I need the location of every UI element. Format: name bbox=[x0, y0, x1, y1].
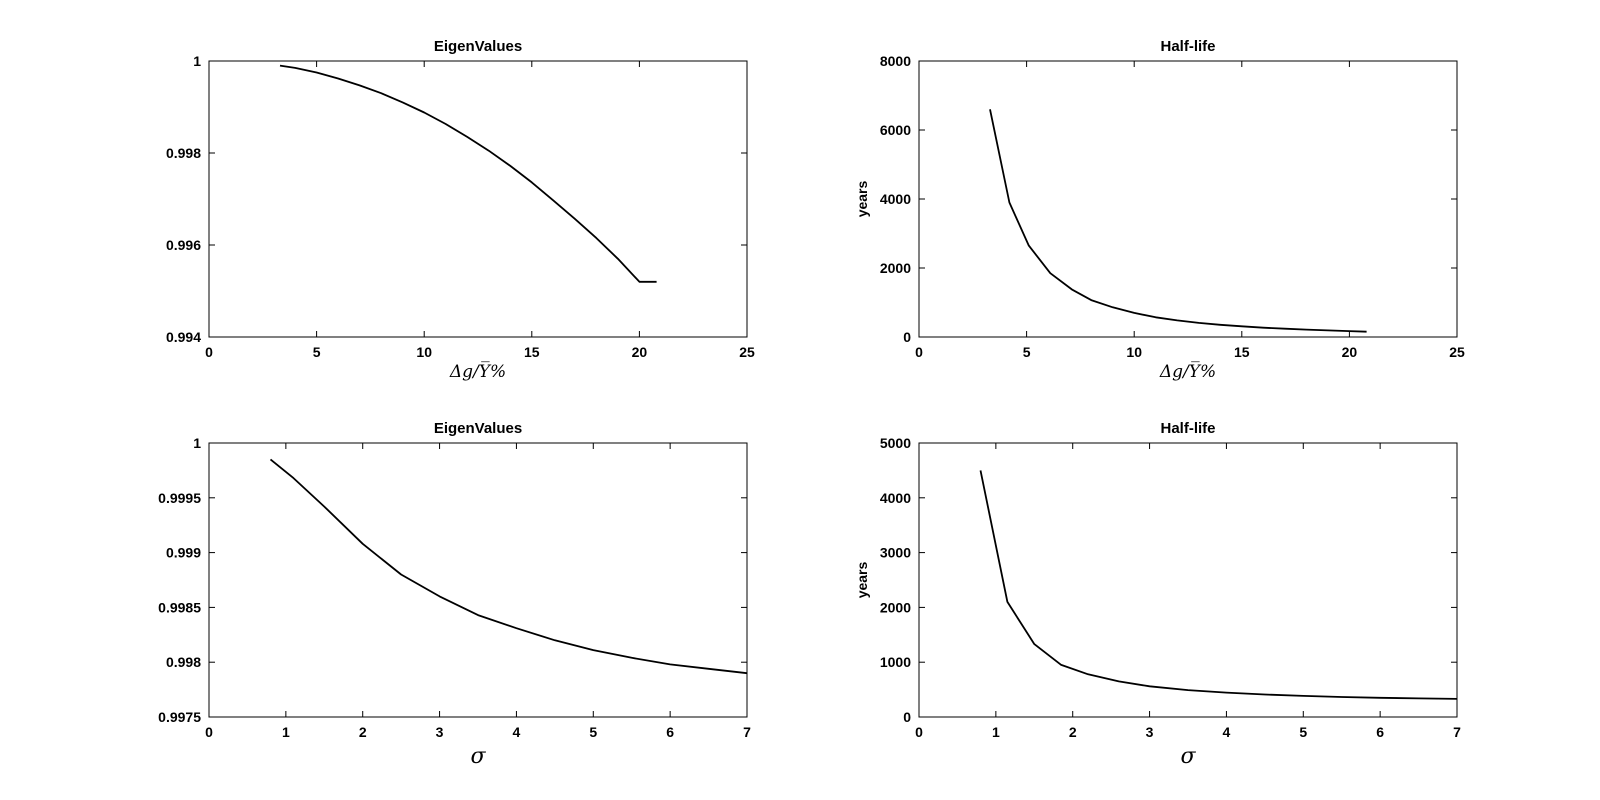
y-tick-label: 6000 bbox=[880, 122, 911, 138]
x-tick-label: 25 bbox=[1449, 344, 1465, 360]
x-tick-label: 1 bbox=[282, 724, 290, 740]
chart-title: Half-life bbox=[1160, 38, 1215, 55]
x-tick-label: 0 bbox=[205, 344, 213, 360]
x-tick-label: 2 bbox=[359, 724, 367, 740]
chart-title: Half-life bbox=[1160, 420, 1215, 437]
x-tick-label: 7 bbox=[1453, 724, 1461, 740]
y-tick-label: 3000 bbox=[880, 545, 911, 561]
x-tick-label: 20 bbox=[632, 344, 648, 360]
axes-box bbox=[208, 60, 748, 338]
x-tick-label: 3 bbox=[436, 724, 444, 740]
x-axis-label: Δg/Y̅% bbox=[1159, 361, 1216, 382]
x-tick-label: 2 bbox=[1069, 724, 1077, 740]
series-line bbox=[279, 64, 657, 283]
x-tick-label: 10 bbox=[1126, 344, 1142, 360]
y-tick-label: 0.9995 bbox=[158, 490, 201, 506]
x-tick-label: 5 bbox=[313, 344, 321, 360]
y-tick-label: 2000 bbox=[880, 260, 911, 276]
subplot-1: EigenValues 0 5 10 15 20 25 0.994 0.996 0.998 1 Δg/… bbox=[166, 38, 755, 382]
y-tick-label: 4000 bbox=[880, 191, 911, 207]
y-tick-label: 1000 bbox=[880, 654, 911, 670]
x-tick-label: 5 bbox=[1299, 724, 1307, 740]
x-tick-label: 6 bbox=[1376, 724, 1384, 740]
y-tick-label: 0 bbox=[903, 709, 911, 725]
y-tick-label: 5000 bbox=[880, 435, 911, 451]
y-axis-label: years bbox=[854, 561, 870, 598]
axes-box bbox=[918, 442, 1458, 718]
x-axis-label: Δg/Y̅% bbox=[449, 361, 506, 382]
y-tick-label: 0.999 bbox=[166, 545, 201, 561]
x-tick-label: 25 bbox=[739, 344, 755, 360]
subplot-2: Half-life 0 5 10 15 20 25 0 2000 4000 6000 8000 Δg/Y… bbox=[854, 38, 1465, 382]
x-tick-label: 15 bbox=[524, 344, 540, 360]
chart-title: EigenValues bbox=[434, 38, 522, 55]
x-tick-label: 10 bbox=[416, 344, 432, 360]
axes-box bbox=[918, 60, 1458, 338]
x-tick-label: 0 bbox=[205, 724, 213, 740]
y-tick-label: 0.998 bbox=[166, 654, 201, 670]
x-tick-label: 0 bbox=[915, 724, 923, 740]
y-tick-label: 0.996 bbox=[166, 237, 201, 253]
x-axis-label: σ bbox=[1180, 744, 1196, 769]
x-tick-label: 3 bbox=[1146, 724, 1154, 740]
y-tick-label: 0.9975 bbox=[158, 709, 201, 725]
axes-box bbox=[208, 442, 748, 718]
x-tick-label: 1 bbox=[992, 724, 1000, 740]
subplot-3: EigenValues 0 1 2 3 4 5 6 7 0.9975 0.998 0.9985 0.99… bbox=[158, 420, 751, 769]
x-tick-label: 7 bbox=[743, 724, 751, 740]
series-line bbox=[989, 109, 1367, 333]
y-tick-label: 1 bbox=[193, 435, 201, 451]
series-line bbox=[979, 470, 1458, 700]
x-axis-label: σ bbox=[470, 744, 486, 769]
x-tick-label: 15 bbox=[1234, 344, 1250, 360]
x-tick-label: 5 bbox=[589, 724, 597, 740]
y-tick-label: 4000 bbox=[880, 490, 911, 506]
x-tick-label: 0 bbox=[915, 344, 923, 360]
x-tick-label: 5 bbox=[1023, 344, 1031, 360]
y-tick-label: 0 bbox=[903, 329, 911, 345]
y-tick-label: 0.9985 bbox=[158, 599, 201, 615]
x-tick-label: 4 bbox=[1223, 724, 1231, 740]
series-line bbox=[269, 458, 748, 675]
subplot-4: Half-life 0 1 2 3 4 5 6 7 0 1000 2000 3000 4000 5000 σ y… bbox=[854, 420, 1461, 769]
x-tick-label: 6 bbox=[666, 724, 674, 740]
chart-title: EigenValues bbox=[434, 420, 522, 437]
x-tick-label: 20 bbox=[1342, 344, 1358, 360]
y-tick-label: 8000 bbox=[880, 53, 911, 69]
x-tick-label: 4 bbox=[513, 724, 521, 740]
y-axis-label: years bbox=[854, 180, 870, 217]
y-tick-label: 0.998 bbox=[166, 145, 201, 161]
y-tick-label: 0.994 bbox=[166, 329, 201, 345]
y-tick-label: 1 bbox=[193, 53, 201, 69]
y-tick-label: 2000 bbox=[880, 599, 911, 615]
